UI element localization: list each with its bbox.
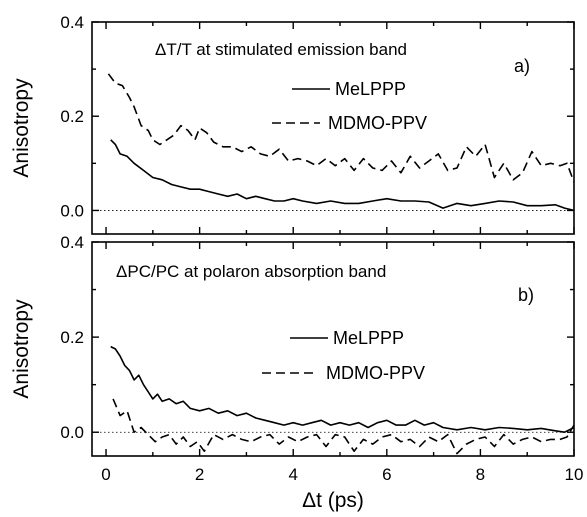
panel-a-legend-mdmo-ppv: MDMO-PPV bbox=[328, 113, 427, 133]
panel-a-y-axis-label: Anisotropy bbox=[10, 78, 33, 178]
panel-b-label: b) bbox=[518, 285, 534, 305]
panel-b-y-axis-label: Anisotropy bbox=[10, 299, 33, 399]
panel-a-y-tick-label: 0.2 bbox=[60, 107, 84, 126]
panel-a-legend: MeLPPP MDMO-PPV bbox=[272, 79, 427, 133]
panel-b-frame bbox=[91, 241, 575, 457]
panel-b: 0.0 0.2 0.4 0 2 4 6 8 10 ΔPC/PC at polaron abso… bbox=[60, 233, 583, 484]
panel-b-y-ticks bbox=[92, 241, 574, 433]
x-tick-label: 4 bbox=[288, 465, 297, 484]
panel-b-annotation: ΔPC/PC at polaron absorption band bbox=[116, 262, 386, 281]
panel-b-y-tick-label: 0.4 bbox=[60, 233, 84, 252]
panel-a-y-tick-label: 0.0 bbox=[60, 201, 84, 220]
panel-b-legend-melppp: MeLPPP bbox=[333, 328, 404, 348]
panel-a-series-mdmo-ppv bbox=[107, 73, 575, 183]
panel-a: 0.0 0.2 0.4 ΔT/T at stimulated emission ba… bbox=[60, 13, 575, 235]
panel-b-series-mdmo-ppv bbox=[112, 398, 575, 455]
panel-a-label: a) bbox=[514, 56, 530, 76]
panel-b-x-ticks bbox=[105, 242, 575, 456]
x-axis-label: Δt (ps) bbox=[302, 489, 364, 512]
panel-a-series-melppp bbox=[110, 139, 575, 212]
panel-b-series-melppp bbox=[110, 345, 575, 433]
panel-b-legend: MeLPPP MDMO-PPV bbox=[262, 328, 425, 383]
panel-a-legend-melppp: MeLPPP bbox=[335, 79, 406, 99]
x-tick-label: 10 bbox=[565, 465, 584, 484]
panel-b-y-tick-label: 0.2 bbox=[60, 328, 84, 347]
x-tick-label: 0 bbox=[101, 465, 110, 484]
panel-b-y-tick-label: 0.0 bbox=[60, 423, 84, 442]
panel-b-y-tick-labels: 0.0 0.2 0.4 bbox=[60, 233, 84, 442]
panel-b-legend-mdmo-ppv: MDMO-PPV bbox=[326, 363, 425, 383]
panel-b-x-tick-labels: 0 2 4 6 8 10 bbox=[101, 465, 583, 484]
panel-a-x-ticks bbox=[105, 22, 575, 234]
panel-a-y-tick-labels: 0.0 0.2 0.4 bbox=[60, 13, 84, 220]
x-tick-label: 6 bbox=[382, 465, 391, 484]
panel-a-y-tick-label: 0.4 bbox=[60, 13, 84, 32]
panel-a-frame bbox=[91, 21, 575, 235]
panel-a-annotation: ΔT/T at stimulated emission band bbox=[155, 40, 407, 59]
panel-a-y-ticks bbox=[92, 21, 574, 212]
x-tick-label: 8 bbox=[476, 465, 485, 484]
x-tick-label: 2 bbox=[195, 465, 204, 484]
